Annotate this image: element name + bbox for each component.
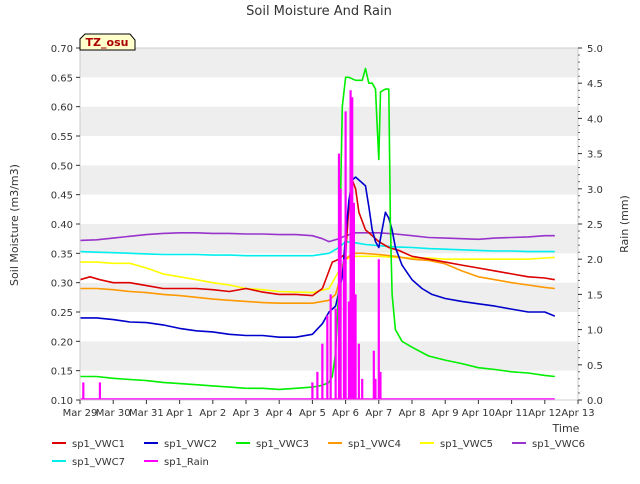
x-tick-label: Apr 11 (495, 408, 528, 419)
legend-label: sp1_VWC7 (72, 457, 125, 468)
y-axis-right: 0.0 0.5 1.0 1.5 2.0 2.5 3.0 3.5 4.0 4.5 5.0 (578, 44, 603, 407)
background-band (80, 77, 578, 107)
legend-item-sp1-vwc3: sp1_VWC3 (236, 439, 309, 450)
series-line (80, 252, 555, 304)
legend-label: sp1_VWC5 (440, 439, 493, 450)
y-left-tick-label: 0.60 (51, 103, 73, 114)
y-right-tick-label: 4.0 (587, 114, 603, 125)
legend-item-sp1-vwc5: sp1_VWC5 (420, 439, 493, 450)
x-tick-label: Apr 12 (528, 408, 561, 419)
x-tick-label: Apr 3 (233, 408, 260, 419)
x-tick-label: Mar 31 (129, 408, 164, 419)
x-tick-label: Mar 29 (63, 408, 98, 419)
y-left-tick-label: 0.25 (51, 308, 73, 319)
legend-item-sp1-vwc4: sp1_VWC4 (328, 439, 401, 450)
legend-label: sp1_VWC4 (348, 439, 401, 450)
x-tick-label: Apr 9 (432, 408, 459, 419)
legend-label: sp1_VWC1 (72, 439, 125, 450)
y-left-tick-label: 0.30 (51, 279, 73, 290)
series-line (79, 232, 555, 243)
series-sp1-vwc7 (79, 240, 555, 257)
legend-item-sp1-vwc1: sp1_VWC1 (52, 439, 125, 450)
legend-label: sp1_VWC6 (532, 439, 585, 450)
y-left-tick-label: 0.55 (51, 132, 73, 143)
x-axis-label: Time (552, 422, 580, 435)
legend-item-sp1-vwc2: sp1_VWC2 (144, 439, 217, 450)
y-right-tick-label: 3.0 (587, 185, 603, 196)
series-sp1-rain (80, 90, 555, 400)
legend-label: sp1_Rain (164, 457, 209, 468)
x-tick-label: Apr 6 (332, 408, 359, 419)
legend-label: sp1_VWC3 (256, 439, 309, 450)
station-badge-text: TZ_osu (86, 36, 129, 49)
y-axis-left: 0.10 0.15 0.20 0.25 0.30 0.35 0.40 0.45 0.50 0.55… (51, 44, 80, 407)
y-right-tick-label: 2.5 (587, 220, 603, 231)
y-axis-left-label: Soil Moisture (m3/m3) (8, 164, 21, 286)
chart-title: Soil Moisture And Rain (246, 4, 392, 19)
x-tick-label: Apr 4 (266, 408, 293, 419)
series-line (79, 179, 555, 297)
series-sp1-vwc4 (80, 252, 555, 304)
legend-item-sp1-vwc6: sp1_VWC6 (512, 439, 585, 450)
y-right-tick-label: 1.0 (587, 326, 603, 337)
station-badge: TZ_osu (79, 33, 136, 51)
series-sp1-vwc2 (80, 176, 556, 338)
legend-item-sp1-vwc7: sp1_VWC7 (52, 457, 125, 468)
x-tick-label: Apr 1 (166, 408, 193, 419)
series-line (80, 176, 556, 338)
legend: sp1_VWC1 sp1_VWC2 sp1_VWC3 sp1_VWC4 sp1_VWC5… (52, 439, 585, 468)
series-line (79, 240, 555, 257)
y-right-tick-label: 0.5 (587, 361, 603, 372)
series-sp1-vwc5 (80, 255, 555, 294)
background-band (80, 194, 578, 224)
background-band (80, 312, 578, 342)
x-tick-label: Apr 13 (561, 408, 594, 419)
y-left-tick-label: 0.35 (51, 249, 73, 260)
y-right-tick-label: 5.0 (587, 44, 603, 55)
background-band (80, 370, 578, 400)
y-left-tick-label: 0.40 (51, 220, 73, 231)
series-sp1-vwc6 (79, 232, 555, 243)
x-tick-label: Apr 5 (299, 408, 326, 419)
background-band (80, 341, 578, 371)
y-axis-right-label: Rain (mm) (618, 195, 631, 253)
y-right-tick-label: 0.0 (587, 396, 603, 407)
y-left-tick-label: 0.65 (51, 73, 73, 84)
x-tick-label: Apr 7 (365, 408, 392, 419)
series-layer (79, 67, 556, 400)
station-badge-box (79, 33, 136, 51)
x-tick-label: Apr 2 (199, 408, 226, 419)
y-left-tick-label: 0.70 (51, 44, 73, 55)
background-band (80, 48, 578, 78)
background-band (80, 253, 578, 283)
legend-item-sp1-rain: sp1_Rain (144, 457, 209, 468)
series-sp1-vwc3 (80, 67, 555, 391)
series-line (80, 255, 555, 294)
x-tick-label: Apr 10 (462, 408, 495, 419)
background-band (80, 224, 578, 254)
x-tick-label: Apr 8 (399, 408, 426, 419)
background-bands (80, 48, 578, 400)
background-band (80, 136, 578, 166)
series-sp1-vwc1 (79, 179, 555, 297)
legend-label: sp1_VWC2 (164, 439, 217, 450)
y-left-tick-label: 0.10 (51, 396, 73, 407)
y-left-tick-label: 0.45 (51, 191, 73, 202)
y-left-tick-label: 0.20 (51, 337, 73, 348)
x-tick-label: Mar 30 (96, 408, 131, 419)
y-left-tick-label: 0.50 (51, 161, 73, 172)
y-right-tick-label: 4.5 (587, 79, 603, 90)
background-band (80, 165, 578, 195)
y-right-tick-label: 3.5 (587, 150, 603, 161)
y-right-tick-label: 1.5 (587, 290, 603, 301)
background-band (80, 106, 578, 136)
series-line (80, 67, 555, 391)
y-left-tick-label: 0.15 (51, 367, 73, 378)
y-right-tick-label: 2.0 (587, 255, 603, 266)
